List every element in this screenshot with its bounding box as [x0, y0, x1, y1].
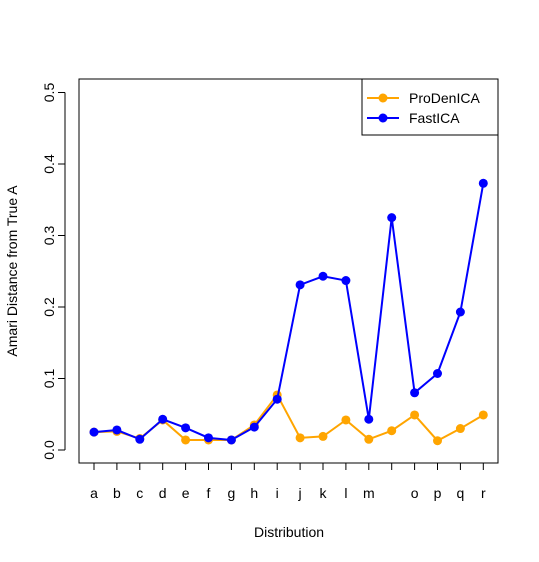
data-point-fastica: [387, 213, 397, 223]
x-tick-label: h: [250, 485, 258, 501]
legend-swatch-marker-prodenica: [378, 93, 388, 103]
data-point-fastica: [249, 422, 259, 432]
x-tick-label: r: [481, 485, 486, 501]
data-point-prodenica: [387, 426, 397, 436]
data-point-fastica: [295, 280, 305, 290]
data-point-fastica: [158, 414, 168, 424]
x-tick-label: l: [344, 485, 347, 501]
x-tick-label: e: [182, 485, 190, 501]
y-tick-label: 0.3: [41, 226, 57, 246]
data-point-fastica: [318, 271, 328, 281]
x-tick-label: o: [411, 485, 419, 501]
y-tick-label: 0.0: [41, 440, 57, 460]
x-tick-label: k: [320, 485, 328, 501]
data-point-prodenica: [341, 415, 351, 425]
data-point-prodenica: [181, 435, 191, 445]
series-line-fastica: [93, 183, 485, 442]
series-line-prodenica: [93, 393, 484, 442]
data-point-fastica: [204, 433, 213, 443]
data-point-fastica: [272, 394, 282, 404]
x-tick-label: g: [228, 485, 236, 501]
y-tick-label: 0.1: [41, 369, 57, 389]
data-point-fastica: [364, 414, 374, 424]
data-point-fastica: [112, 425, 122, 435]
legend-swatch-marker-fastica: [378, 113, 388, 123]
y-axis: 0.0 0.1 0.2 0.3 0.4 0.5: [41, 83, 66, 460]
x-tick-label: q: [457, 485, 465, 501]
data-point-prodenica: [295, 433, 305, 443]
x-tick-label: d: [159, 485, 167, 501]
y-tick-label: 0.5: [41, 83, 57, 103]
data-point-prodenica: [318, 431, 328, 441]
data-point-fastica: [226, 435, 236, 445]
plot-frame: [78, 78, 499, 464]
y-axis-title: Amari Distance from True A: [4, 185, 20, 357]
data-point-fastica: [410, 388, 420, 398]
data-point-fastica: [135, 434, 145, 444]
legend: ProDenICA FastICA: [361, 78, 499, 136]
data-point-prodenica: [433, 436, 442, 446]
x-tick-label: m: [363, 485, 375, 501]
x-tick-label: b: [113, 485, 121, 501]
series-layer: [89, 178, 488, 446]
data-point-prodenica: [455, 424, 465, 434]
legend-label-fastica: FastICA: [409, 110, 460, 126]
data-point-fastica: [478, 178, 488, 188]
x-axis-title: Distribution: [254, 524, 324, 540]
data-point-fastica: [433, 368, 442, 378]
data-point-prodenica: [364, 434, 374, 444]
data-point-fastica: [89, 427, 99, 437]
data-point-fastica: [341, 276, 351, 286]
data-point-prodenica: [410, 410, 420, 420]
data-point-prodenica: [478, 410, 488, 420]
x-tick-label: p: [434, 485, 442, 501]
data-point-fastica: [455, 307, 465, 317]
y-tick-label: 0.2: [41, 297, 57, 317]
x-tick-label: j: [298, 485, 302, 501]
data-point-fastica: [181, 423, 191, 433]
x-tick-label: c: [136, 485, 143, 501]
legend-label-prodenica: ProDenICA: [409, 90, 480, 106]
y-tick-label: 0.4: [41, 154, 57, 174]
x-tick-label: a: [90, 485, 98, 501]
x-tick-label: f: [207, 485, 211, 501]
x-tick-label: i: [276, 485, 279, 501]
legend-box: [361, 78, 499, 136]
